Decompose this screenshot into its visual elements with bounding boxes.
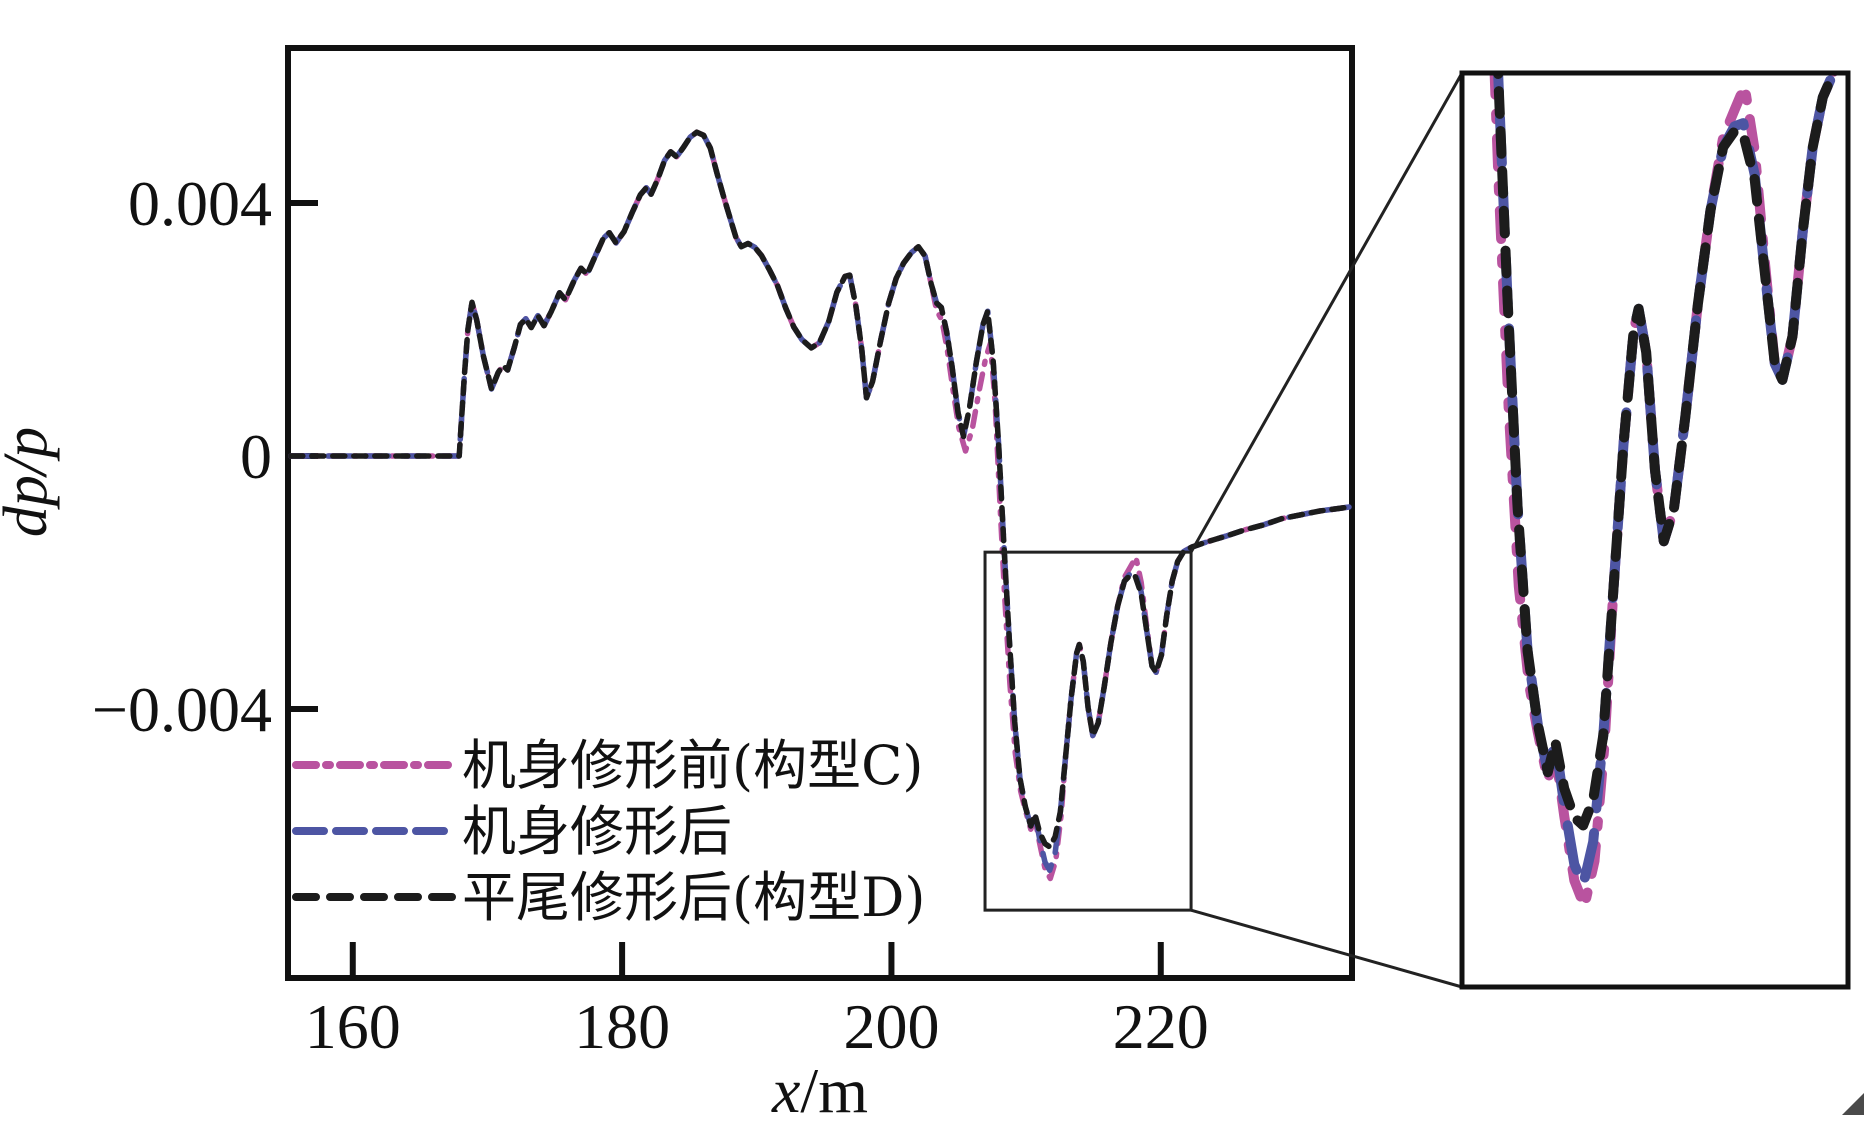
main-series-group xyxy=(288,129,1352,882)
inset-frame xyxy=(1459,70,1851,990)
zoom-connector-bottom xyxy=(1190,908,1463,989)
y-tick-label: −0.004 xyxy=(92,674,272,745)
inset-series-line-2 xyxy=(1493,73,1841,831)
x-tick-label: 220 xyxy=(1113,991,1209,1062)
x-tick-label: 160 xyxy=(305,991,401,1062)
y-tick-label: 0.004 xyxy=(128,168,272,239)
legend-label-0: 机身修形前(构型C) xyxy=(462,734,923,797)
legend-label-1: 机身修形后 xyxy=(462,800,732,863)
corner-mark-icon xyxy=(1842,1093,1864,1115)
x-tick-label: 180 xyxy=(574,991,670,1062)
x-tick-label: 200 xyxy=(843,991,939,1062)
y-tick-label: 0 xyxy=(240,421,272,492)
zoom-region-rect xyxy=(983,550,1193,912)
zoom-connector-top xyxy=(1189,72,1464,553)
series-line-2 xyxy=(288,129,1352,850)
x-axis-label: x/m xyxy=(771,1055,868,1126)
y-axis-label: dp/p xyxy=(0,427,60,537)
inset-series-group xyxy=(1489,73,1841,912)
legend-label-2: 平尾修形后(构型D) xyxy=(462,866,925,929)
main-plot-frame xyxy=(285,45,1355,981)
